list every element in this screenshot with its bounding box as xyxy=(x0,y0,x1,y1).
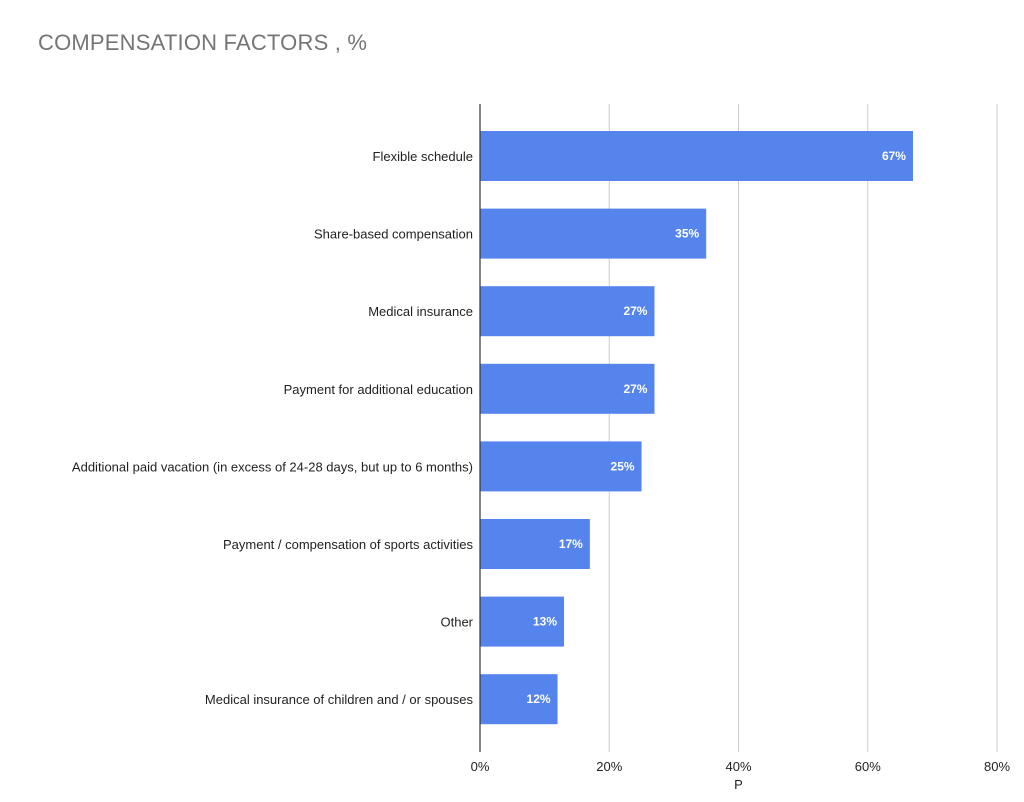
bar-data-label: 27% xyxy=(623,382,647,396)
category-label: Flexible schedule xyxy=(373,149,473,164)
bar xyxy=(480,363,655,414)
bar-data-label: 17% xyxy=(559,537,583,551)
bar xyxy=(480,519,590,569)
bar xyxy=(480,441,642,492)
gridlines xyxy=(608,104,998,752)
x-tick-label: 40% xyxy=(725,759,751,774)
category-label: Payment for additional education xyxy=(284,382,473,397)
bar-data-label: 12% xyxy=(527,692,551,706)
bar-data-label: 35% xyxy=(675,227,699,241)
bar xyxy=(480,674,558,725)
bar xyxy=(480,208,707,259)
x-tick-labels: 0% 20% 40% 60% 80% xyxy=(471,759,1011,774)
x-tick-label: 80% xyxy=(984,759,1010,774)
category-label: Medical insurance xyxy=(368,304,473,319)
x-tick-label: 0% xyxy=(471,759,490,774)
bar-data-label: 27% xyxy=(623,304,647,318)
bar xyxy=(480,131,913,181)
bar-data-label: 25% xyxy=(611,459,635,473)
bar-data-label: 13% xyxy=(533,615,557,629)
x-tick-label: 60% xyxy=(855,759,881,774)
chart-title: COMPENSATION FACTORS , % xyxy=(38,30,368,55)
bars: 67% 35% 27% 27% 25% 17% 13% 12% xyxy=(480,131,913,725)
x-tick-label: 20% xyxy=(596,759,622,774)
bar xyxy=(480,596,565,647)
bar-data-label: 67% xyxy=(882,149,906,163)
category-label: Additional paid vacation (in excess of 2… xyxy=(72,459,473,474)
category-label: Other xyxy=(440,615,473,630)
category-label: Share-based compensation xyxy=(314,227,473,242)
category-label: Payment / compensation of sports activit… xyxy=(223,537,474,552)
category-label: Medical insurance of children and / or s… xyxy=(205,692,474,707)
bar xyxy=(480,286,655,337)
category-labels: Flexible schedule Share-based compensatio… xyxy=(72,149,474,707)
x-axis-title: P xyxy=(734,777,743,792)
